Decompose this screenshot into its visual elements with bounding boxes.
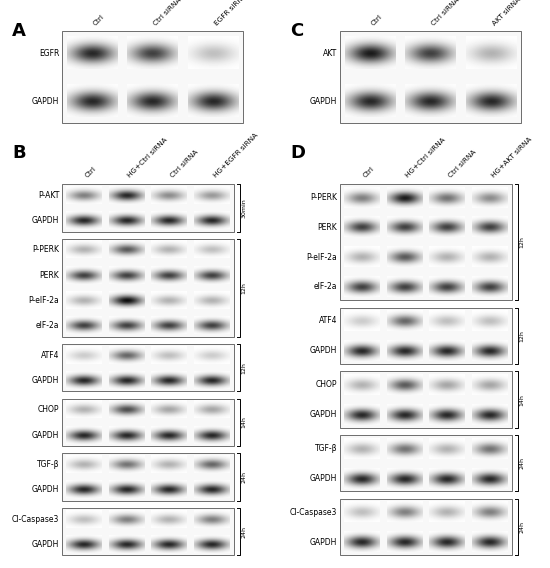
Bar [340, 31, 521, 123]
Text: CHOP: CHOP [38, 405, 59, 414]
Bar [340, 435, 512, 491]
Text: GAPDH: GAPDH [32, 376, 59, 385]
Text: P-PERK: P-PERK [310, 193, 337, 202]
Text: GAPDH: GAPDH [310, 537, 337, 546]
Text: P-PERK: P-PERK [32, 245, 59, 254]
Text: Ctrl siRNA: Ctrl siRNA [431, 0, 461, 27]
Bar [340, 308, 512, 364]
Text: D: D [290, 144, 305, 162]
Text: HG+EGFR siRNA: HG+EGFR siRNA [212, 132, 259, 179]
Text: AKT siRNA: AKT siRNA [491, 0, 521, 27]
Text: GAPDH: GAPDH [32, 485, 59, 494]
Bar [62, 508, 234, 556]
Text: Cl-Caspase3: Cl-Caspase3 [12, 515, 59, 524]
Text: Ctrl: Ctrl [84, 165, 97, 179]
Bar [62, 399, 234, 446]
Text: ATF4: ATF4 [41, 350, 59, 360]
Bar [340, 184, 512, 300]
Text: 12h: 12h [241, 282, 247, 294]
Text: C: C [290, 22, 303, 40]
Text: CHOP: CHOP [316, 380, 337, 389]
Text: 30min: 30min [241, 198, 247, 218]
Text: A: A [12, 22, 26, 40]
Text: GAPDH: GAPDH [32, 540, 59, 549]
Text: GAPDH: GAPDH [310, 97, 337, 106]
Bar [62, 239, 234, 337]
Text: 14h: 14h [520, 394, 525, 406]
Bar [62, 31, 243, 123]
Text: GAPDH: GAPDH [32, 216, 59, 225]
Text: EGFR siRNA: EGFR siRNA [213, 0, 248, 27]
Text: PERK: PERK [317, 223, 337, 232]
Text: Ctrl: Ctrl [362, 165, 375, 179]
Text: 24h: 24h [241, 525, 247, 538]
Text: HG+Ctrl siRNA: HG+Ctrl siRNA [126, 137, 169, 179]
Text: GAPDH: GAPDH [310, 346, 337, 355]
Text: GAPDH: GAPDH [32, 431, 59, 440]
Text: P-eIF-2a: P-eIF-2a [29, 296, 59, 305]
Text: P-AKT: P-AKT [38, 190, 59, 199]
Text: Ctrl siRNA: Ctrl siRNA [448, 149, 477, 179]
Text: HG+Ctrl siRNA: HG+Ctrl siRNA [405, 137, 447, 179]
Text: eIF-2a: eIF-2a [314, 282, 337, 291]
Text: AKT: AKT [323, 48, 337, 57]
Text: 14h: 14h [241, 416, 247, 428]
Bar [62, 184, 234, 232]
Text: 12h: 12h [520, 330, 525, 342]
Text: 12h: 12h [241, 362, 247, 374]
Bar [340, 499, 512, 555]
Bar [340, 371, 512, 428]
Text: HG+AKT siRNA: HG+AKT siRNA [490, 136, 533, 179]
Text: EGFR: EGFR [39, 48, 59, 57]
Text: B: B [12, 144, 26, 162]
Text: ATF4: ATF4 [319, 316, 337, 325]
Text: TGF-β: TGF-β [37, 460, 59, 469]
Text: Ctrl siRNA: Ctrl siRNA [169, 149, 200, 179]
Text: TGF-β: TGF-β [315, 444, 337, 453]
Text: 24h: 24h [520, 457, 525, 469]
Text: Cl-Caspase3: Cl-Caspase3 [290, 508, 337, 517]
Text: P-eIF-2a: P-eIF-2a [306, 253, 337, 262]
Text: GAPDH: GAPDH [32, 97, 59, 106]
Text: 24h: 24h [520, 521, 525, 533]
Text: Ctrl: Ctrl [371, 14, 384, 27]
Text: GAPDH: GAPDH [310, 474, 337, 483]
Text: GAPDH: GAPDH [310, 410, 337, 419]
Bar [62, 453, 234, 501]
Text: 24h: 24h [241, 471, 247, 483]
Bar [62, 344, 234, 391]
Text: 12h: 12h [520, 236, 525, 248]
Text: eIF-2a: eIF-2a [36, 321, 59, 330]
Text: Ctrl: Ctrl [92, 14, 106, 27]
Text: Ctrl siRNA: Ctrl siRNA [153, 0, 183, 27]
Text: PERK: PERK [40, 270, 59, 279]
